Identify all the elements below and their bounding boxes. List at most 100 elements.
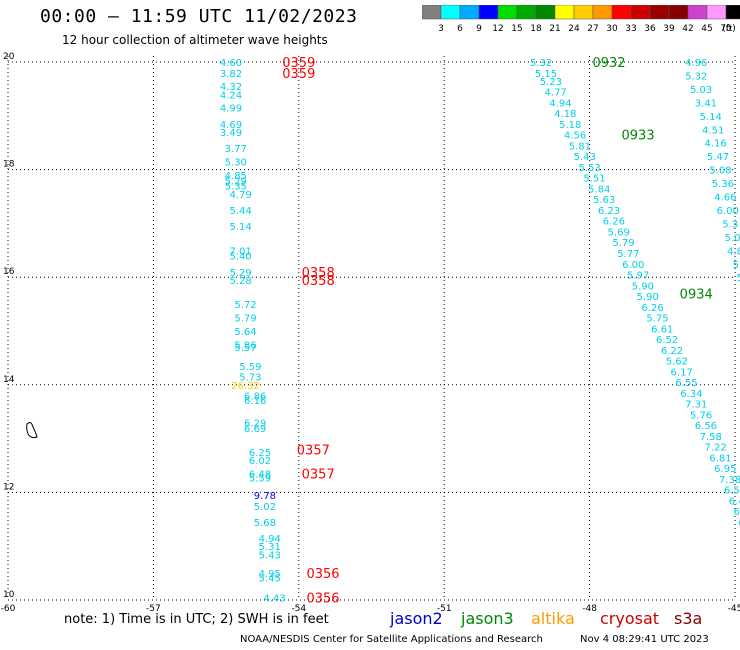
wave-height-value: 6.26: [641, 303, 663, 314]
pass-time-label: 0358: [302, 266, 335, 281]
wave-height-value: 3.49: [220, 128, 242, 139]
pass-time-label: 0932: [592, 56, 625, 71]
wave-height-value: 4.43: [263, 593, 285, 604]
legend-s3a: s3a: [674, 609, 703, 628]
wave-height-value: 6.02: [249, 456, 271, 467]
wave-height-value: 4.51: [702, 125, 724, 136]
wave-height-value: 6.22: [661, 346, 683, 357]
wave-height-value: 4.96: [685, 58, 707, 69]
pass-time-label: 0357: [297, 443, 330, 458]
colorbar-label: 6: [457, 24, 463, 34]
wave-height-value: 5.0: [725, 233, 740, 244]
legend-altika: altika: [531, 609, 575, 628]
wave-height-value: 6.52: [656, 335, 678, 346]
wave-height-value: 5.59: [239, 362, 261, 373]
wave-height-value: 5.29: [225, 176, 247, 187]
wave-height-value: 6.69: [244, 424, 266, 435]
wave-height-value: 4.94: [259, 534, 281, 545]
wave-height-value: 5.47: [707, 152, 729, 163]
wave-height-value: 5.97: [627, 271, 649, 282]
wave-height-value: 5.68: [254, 518, 276, 529]
wave-height-value: 5.29: [230, 268, 252, 279]
wave-height-value: 3.41: [695, 98, 717, 109]
wave-height-value: 5.90: [637, 292, 659, 303]
wave-height-value: 5.36: [712, 179, 734, 190]
wave-height-value: 6.17: [671, 367, 693, 378]
wave-height-value: 4.66: [714, 193, 736, 204]
wave-height-value: 7.01: [230, 246, 252, 257]
lat-tick-label: 18: [3, 160, 15, 170]
wave-height-value: 5.63: [593, 195, 615, 206]
wave-height-value: 5.90: [632, 281, 654, 292]
lat-tick-label: 14: [3, 375, 15, 385]
wave-height-value: 5.57: [234, 343, 256, 354]
wave-height-value: 6.53: [724, 486, 740, 497]
wave-height-value: 5.69: [608, 227, 630, 238]
wave-height-value: 5.23: [540, 77, 562, 88]
pass-time-label: 0356: [306, 591, 339, 606]
colorbar-label: 42: [682, 24, 693, 34]
wave-height-value: 4.95: [259, 569, 281, 580]
wave-height-value: 6.34: [680, 389, 702, 400]
wave-height-value: 5.86: [234, 340, 256, 351]
colorbar-label: 70: [720, 24, 732, 34]
colorbar-label: 30: [606, 24, 618, 34]
wave-height-map: 20 18 16 14 12 10 -60 -57 -54 -51 -48 -45 4.603.82 4.…: [1, 52, 740, 614]
footer-credit: NOAA/NESDIS Center for Satellite Applica…: [240, 634, 543, 645]
lon-tick-label: -54: [291, 604, 306, 614]
colorbar-label: 18: [530, 24, 542, 34]
wave-height-value: 4.77: [545, 88, 567, 99]
wave-height-value: 6.29: [244, 418, 266, 429]
wave-height-value: 5.53: [578, 163, 600, 174]
wave-height-value: 5.44: [230, 206, 252, 217]
wave-height-value: 4.94: [549, 98, 571, 109]
wave-height-value: 4.18: [554, 109, 576, 120]
lat-tick-label: 16: [3, 267, 15, 277]
pass-time-label: 0357: [302, 468, 335, 483]
wave-height-value: 5.84: [588, 184, 610, 195]
wave-height-value: 5.79: [234, 314, 256, 325]
wave-height-value: 5.32: [530, 58, 552, 69]
colorbar-label: 33: [625, 24, 636, 34]
wave-height-value: 5.81: [569, 141, 591, 152]
lat-tick-label: 20: [3, 52, 15, 62]
wave-height-value: 6.55: [675, 378, 697, 389]
wave-height-value: 6.23: [598, 206, 620, 217]
wave-height-value: 4.60: [220, 58, 242, 69]
wave-height-value: 6.16: [244, 396, 266, 407]
wave-height-value: 6.00: [717, 206, 739, 217]
wave-height-value: 6.49: [729, 496, 740, 507]
wave-height-value: 4.32: [220, 82, 242, 93]
wave-height-value: 5.14: [700, 112, 722, 123]
wave-height-value: 6.56: [695, 421, 717, 432]
wave-height-value: 5: [737, 273, 740, 284]
pass-time-label: 0356: [306, 567, 339, 582]
wave-height-value: 5.08: [709, 166, 731, 177]
wave-height-value: 5.75: [646, 314, 668, 325]
wave-height-value: 5.35: [225, 182, 247, 193]
wave-height-value: 5.76: [690, 410, 712, 421]
colorbar-label: 45: [701, 24, 712, 34]
wave-height-value: 6.25: [249, 448, 271, 459]
footnote: note: 1) Time is in UTC; 2) SWH is in fe…: [64, 612, 329, 627]
map-subtitle: 12 hour collection of altimeter wave hei…: [62, 33, 328, 47]
wave-height-value: 5.43: [574, 152, 596, 163]
wave-height-value: 5.51: [583, 174, 605, 185]
wave-height-value: 4.56: [564, 131, 586, 142]
wave-height-value: 5.28: [230, 276, 252, 287]
colorbar-label: 27: [587, 24, 598, 34]
wave-height-value: 5.72: [234, 300, 256, 311]
wave-height-value: 4.99: [220, 104, 242, 115]
wave-height-value: 6.86: [244, 392, 266, 403]
wave-height-value: 5.64: [234, 327, 256, 338]
wave-height-value: 4.8: [727, 246, 740, 257]
colorbar-label: 9: [476, 24, 482, 34]
pass-time-label: 0359: [282, 67, 315, 82]
wave-height-value: 3.77: [225, 144, 247, 155]
colorbar-unit: (ft): [722, 24, 736, 34]
island-outline: [26, 422, 38, 439]
wave-height-value: 5.62: [666, 357, 688, 368]
wave-height-value: 5.31: [259, 542, 281, 553]
wave-height-value: 5.77: [617, 249, 639, 260]
pass-time-label: 0358: [302, 274, 335, 289]
